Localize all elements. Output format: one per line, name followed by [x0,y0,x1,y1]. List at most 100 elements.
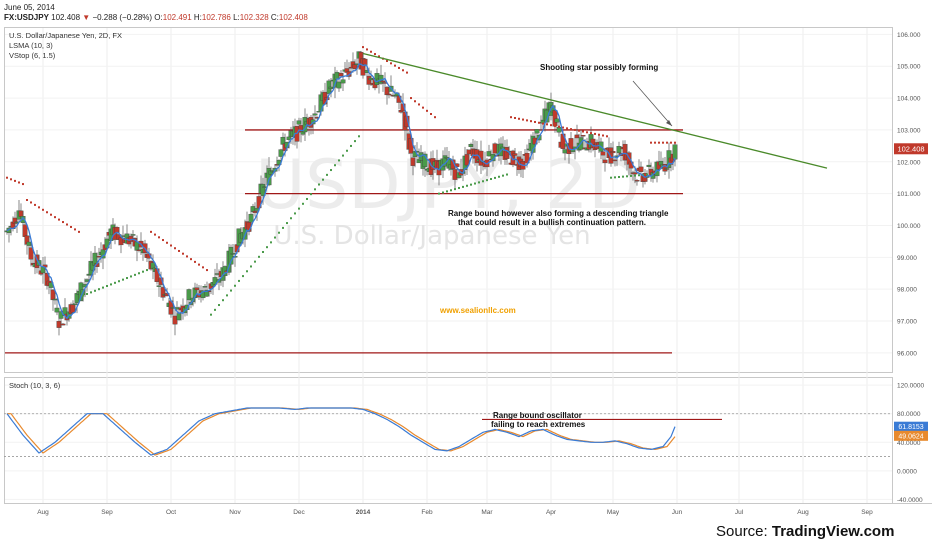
vstop-dot [534,120,536,123]
vstop-dot [522,118,524,121]
vstop-dot [190,258,192,261]
candle-body [228,246,234,265]
vstop-dot [46,211,48,214]
vstop-dot [658,141,660,144]
candle-body [534,129,540,134]
vstop-dot [394,64,396,67]
vstop-dot [122,278,124,281]
vstop-dot [206,269,208,272]
gridlines [5,28,892,503]
candle-body [672,144,678,160]
vstop-dot [442,191,444,194]
vstop-dot [618,175,620,178]
vstop-dot [170,244,172,247]
candle-body [214,273,220,275]
candle-body [574,134,580,139]
time-tick-label: May [607,509,620,516]
candle-body [70,304,76,313]
oscillator-note-line1: Range bound oscillator [493,411,582,420]
price-tick-label: 98.000 [897,287,917,294]
source-credit: Source: TradingView.com [716,523,894,540]
candle-body [156,285,162,287]
header-high: 102.786 [201,13,231,22]
vstop-dot [102,286,104,289]
header-quote: FX:USDJPY 102.408 ▼ −0.288 (−0.28%) O:10… [4,13,308,22]
vstop-dot [386,60,388,63]
time-tick-label: Feb [421,509,433,516]
time-tick-label: Dec [293,509,305,516]
vstop-dot [146,269,148,272]
time-tick-label: Nov [229,509,241,516]
vstop-dot [282,226,284,229]
header-last: 102.408 [51,13,81,22]
vstop-dot [18,181,20,184]
vstop-dot [182,252,184,255]
time-tick-label: Jul [735,509,744,516]
price-axis: 106.000 105.000 104.000 103.000 102.000 101.0… [897,32,921,358]
price-panel-frame [4,27,893,373]
vstop-dot [402,69,404,72]
range-note-line2: that could result in a bullish continuat… [458,218,646,227]
candle-body [72,303,78,305]
price-tick-label: 100.000 [897,223,921,230]
vstop-dot [426,109,428,112]
vstop-dot [310,193,312,196]
header-close-label: C: [270,13,279,22]
vstop-dot [258,255,260,258]
vstop-dot [294,212,296,215]
time-tick-label: 2014 [356,509,371,516]
candle-body [28,247,34,260]
candle-body [410,157,416,166]
vstop-dot [342,154,344,157]
vstop-dot [54,216,56,219]
candle-body [554,118,560,123]
vstop-dot [506,173,508,176]
stoch-legend: Stoch (10, 3, 6) [9,381,61,390]
vstop-dot [246,270,248,273]
annotation-arrow-head [666,120,672,126]
vstop-dot [414,100,416,103]
candle-body [54,307,60,313]
vstop-dot [602,134,604,137]
vstop-dot [634,174,636,177]
vstop-dot [578,129,580,132]
down-arrow-icon: ▼ [82,13,91,22]
vstop-dot [546,123,548,126]
vstop-dot [22,183,24,186]
vstop-dot [222,299,224,302]
time-tick-label: Oct [166,509,176,516]
header-close: 102.408 [278,13,308,22]
time-tick-label: Sep [861,509,873,516]
candle-body [504,147,510,159]
candle-body [602,159,608,164]
vstop-dot [250,265,252,268]
vstop-dot [142,270,144,273]
vstop-dot [334,164,336,167]
vstop-dot [458,187,460,190]
vstop-dot [346,149,348,152]
vstop-dot [590,132,592,135]
candle-body [60,323,66,326]
price-tick-label: 103.000 [897,127,921,134]
candle-body [638,166,644,172]
candle-body [336,81,342,89]
vstop-dot [666,141,668,144]
candle-body [368,77,374,81]
candle-body [452,169,458,180]
vstop-dot [198,263,200,266]
candle-body [544,109,550,123]
candle-body [632,172,638,175]
source-brand: TradingView.com [771,523,895,540]
vstop-dot [186,255,188,258]
candle-body [580,134,586,137]
vstop-dot [274,236,276,239]
candlestick-series [4,50,678,336]
vstop-dot [606,135,608,138]
stoch-tick-label: 120.0000 [897,383,924,390]
price-tick-label: 106.000 [897,32,921,39]
vstop-dot [58,218,60,221]
stoch-panel-frame [4,377,893,504]
vstop-dot [50,213,52,216]
candle-body [664,168,670,170]
